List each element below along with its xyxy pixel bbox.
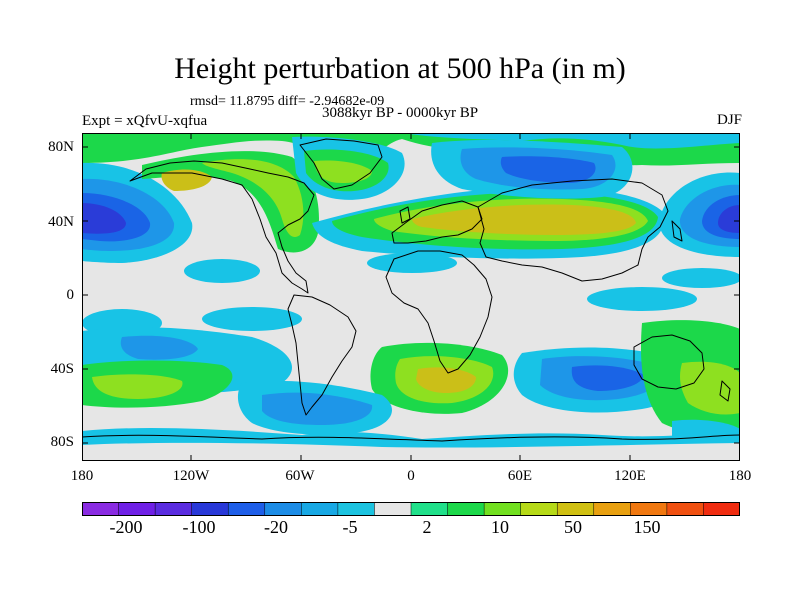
- coast-europe: [391, 200, 483, 244]
- tropical-atlantic-cyan: [367, 253, 457, 273]
- coast-antarctica: [82, 434, 740, 442]
- west-pacific-cyan: [662, 268, 740, 288]
- y-tick-label-80s: 80S: [50, 434, 74, 450]
- map-title: Height perturbation at 500 hPa (in m): [174, 52, 626, 85]
- arctic-cyan-band: [82, 133, 740, 149]
- colorbar-swatch: [82, 502, 120, 516]
- antarctic-neutral: [82, 442, 740, 461]
- colorbar-label-neg200: -200: [109, 517, 143, 537]
- axis-ticks: [82, 133, 740, 461]
- coast-south-america: [287, 294, 357, 416]
- tropical-pacific-cyan-2: [202, 307, 302, 331]
- colorbar-label-2: 2: [422, 517, 432, 537]
- colorbar-swatch: [374, 502, 412, 516]
- eurasia-mustard: [412, 204, 636, 235]
- south-pacific-yellowgreen: [92, 374, 183, 399]
- y-tick-label-40s: 40S: [50, 361, 74, 377]
- coast-australia: [633, 334, 705, 390]
- coastlines: [82, 138, 740, 442]
- experiment-label: Expt = xQfvU-xqfua: [82, 113, 208, 129]
- coast-uk: [399, 206, 411, 224]
- colorbar-label-50: 50: [564, 517, 582, 537]
- time-range-subtitle: 3088kyr BP - 0000kyr BP: [322, 105, 479, 121]
- x-tick-label-180e: 180: [728, 468, 752, 484]
- x-tick-label-60w: 60W: [285, 468, 315, 484]
- x-tick-label-0: 0: [407, 468, 415, 484]
- colorbar-swatch: [154, 502, 193, 516]
- coast-greenland: [299, 138, 383, 190]
- tropical-pacific-cyan-1: [184, 259, 260, 283]
- arctic-green-band: [82, 133, 740, 169]
- x-tick-label-60e: 60E: [507, 468, 533, 484]
- y-tick-label-80n: 80N: [48, 139, 74, 155]
- australia-south-yellowgreen: [680, 361, 740, 415]
- south-atlantic-mustard: [416, 367, 476, 393]
- colorbar-swatch: [483, 502, 522, 516]
- colorbar: [82, 502, 740, 516]
- indian-ocean-cyan: [587, 287, 697, 311]
- rmsd-stats: rmsd= 11.8795 diff= -2.94682e-09: [190, 94, 385, 109]
- coast-africa: [385, 250, 493, 374]
- colorbar-label-neg5: -5: [342, 517, 358, 537]
- colorbar-swatch: [118, 502, 156, 516]
- colorbar-swatch: [301, 502, 339, 516]
- north-atlantic-yellowgreen: [314, 160, 372, 183]
- colorbar-swatch: [227, 502, 266, 516]
- colorbar-swatch: [556, 502, 595, 516]
- colorbar-swatch: [630, 502, 668, 516]
- coast-new-zealand: [719, 380, 731, 402]
- x-tick-label-120e: 120E: [614, 468, 646, 484]
- colorbar-label-neg20: -20: [264, 517, 288, 537]
- colorbar-label-150: 150: [633, 517, 661, 537]
- colorbar-label-neg100: -100: [182, 517, 216, 537]
- colorbar-swatch: [666, 502, 705, 516]
- south-pacific-lightblue: [120, 335, 198, 360]
- coast-asia: [477, 178, 669, 282]
- colorbar-swatch: [520, 502, 558, 516]
- north-america-yellowgreen: [202, 159, 304, 238]
- coast-japan: [671, 220, 683, 242]
- x-tick-label-120w: 120W: [172, 468, 210, 484]
- southern-ocean-lightblue: [262, 392, 373, 425]
- y-tick-label-40n: 40N: [48, 214, 74, 230]
- colorbar-label-10: 10: [491, 517, 509, 537]
- colorbar-swatch: [337, 502, 376, 516]
- colorbar-swatch: [191, 502, 229, 516]
- colorbar-swatch: [447, 502, 485, 516]
- colorbar-swatch: [703, 502, 740, 516]
- north-pacific-west-deepblue: [82, 203, 126, 234]
- colorbar-swatch: [410, 502, 449, 516]
- y-tick-label-0: 0: [66, 287, 75, 303]
- siberia-midblue: [500, 156, 596, 183]
- indian-ocean-south-midblue: [571, 365, 644, 391]
- x-tick-label-180w: 180: [70, 468, 94, 484]
- colorbar-swatch: [593, 502, 632, 516]
- colorbar-swatch: [264, 502, 303, 516]
- season-label: DJF: [716, 112, 742, 128]
- coast-north-america: [129, 160, 315, 294]
- north-pacific-east-deepblue: [718, 205, 740, 233]
- height-perturbation-map: [82, 133, 740, 461]
